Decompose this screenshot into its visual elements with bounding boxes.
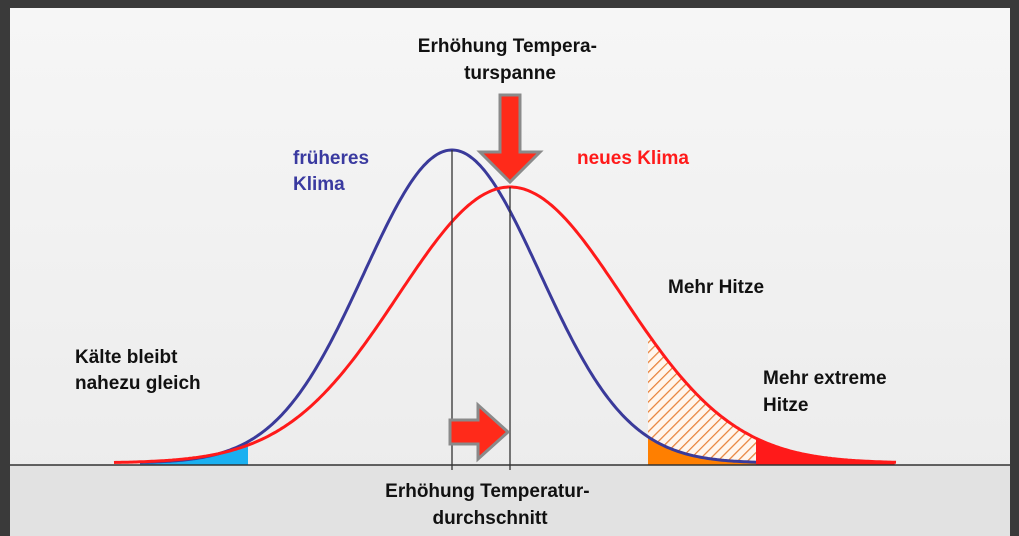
hatched-area (648, 333, 756, 463)
text-line: turspanne (464, 63, 556, 84)
text-line: früheres (293, 148, 369, 169)
spread-label: Erhöhung Tempera- turspanne (418, 36, 602, 84)
mean-label: Erhöhung Temperatur- durchschnitt (385, 481, 595, 529)
extreme-heat-label: Mehr extreme Hitze (763, 368, 892, 416)
curves (113, 148, 897, 465)
lower-area (10, 465, 1010, 536)
down-arrow (476, 93, 544, 185)
text-line: Mehr extreme (763, 368, 887, 389)
new-climate-label: neues Klima (577, 148, 689, 169)
right-arrow (448, 401, 511, 463)
cold-label: Kälte bleibt nahezu gleich (75, 347, 201, 394)
text-line: durchschnitt (432, 508, 548, 529)
text-line: Kälte bleibt (75, 347, 178, 368)
text-line: Klima (293, 174, 345, 195)
text-line: Erhöhung Tempera- (418, 36, 597, 57)
text-line: Hitze (763, 395, 808, 416)
old-climate-label: früheres Klima (293, 148, 374, 195)
heat-area (648, 436, 756, 465)
text-line: nahezu gleich (75, 373, 201, 394)
text-line: neues Klima (577, 148, 689, 169)
new-climate-curve (113, 185, 897, 464)
text-line: Erhöhung Temperatur- (385, 481, 589, 502)
cold-area (140, 441, 248, 465)
text-line: Mehr Hitze (668, 277, 764, 298)
old-climate-curve (140, 148, 757, 464)
extreme-area (756, 438, 895, 465)
more-heat-label: Mehr Hitze (668, 277, 764, 298)
